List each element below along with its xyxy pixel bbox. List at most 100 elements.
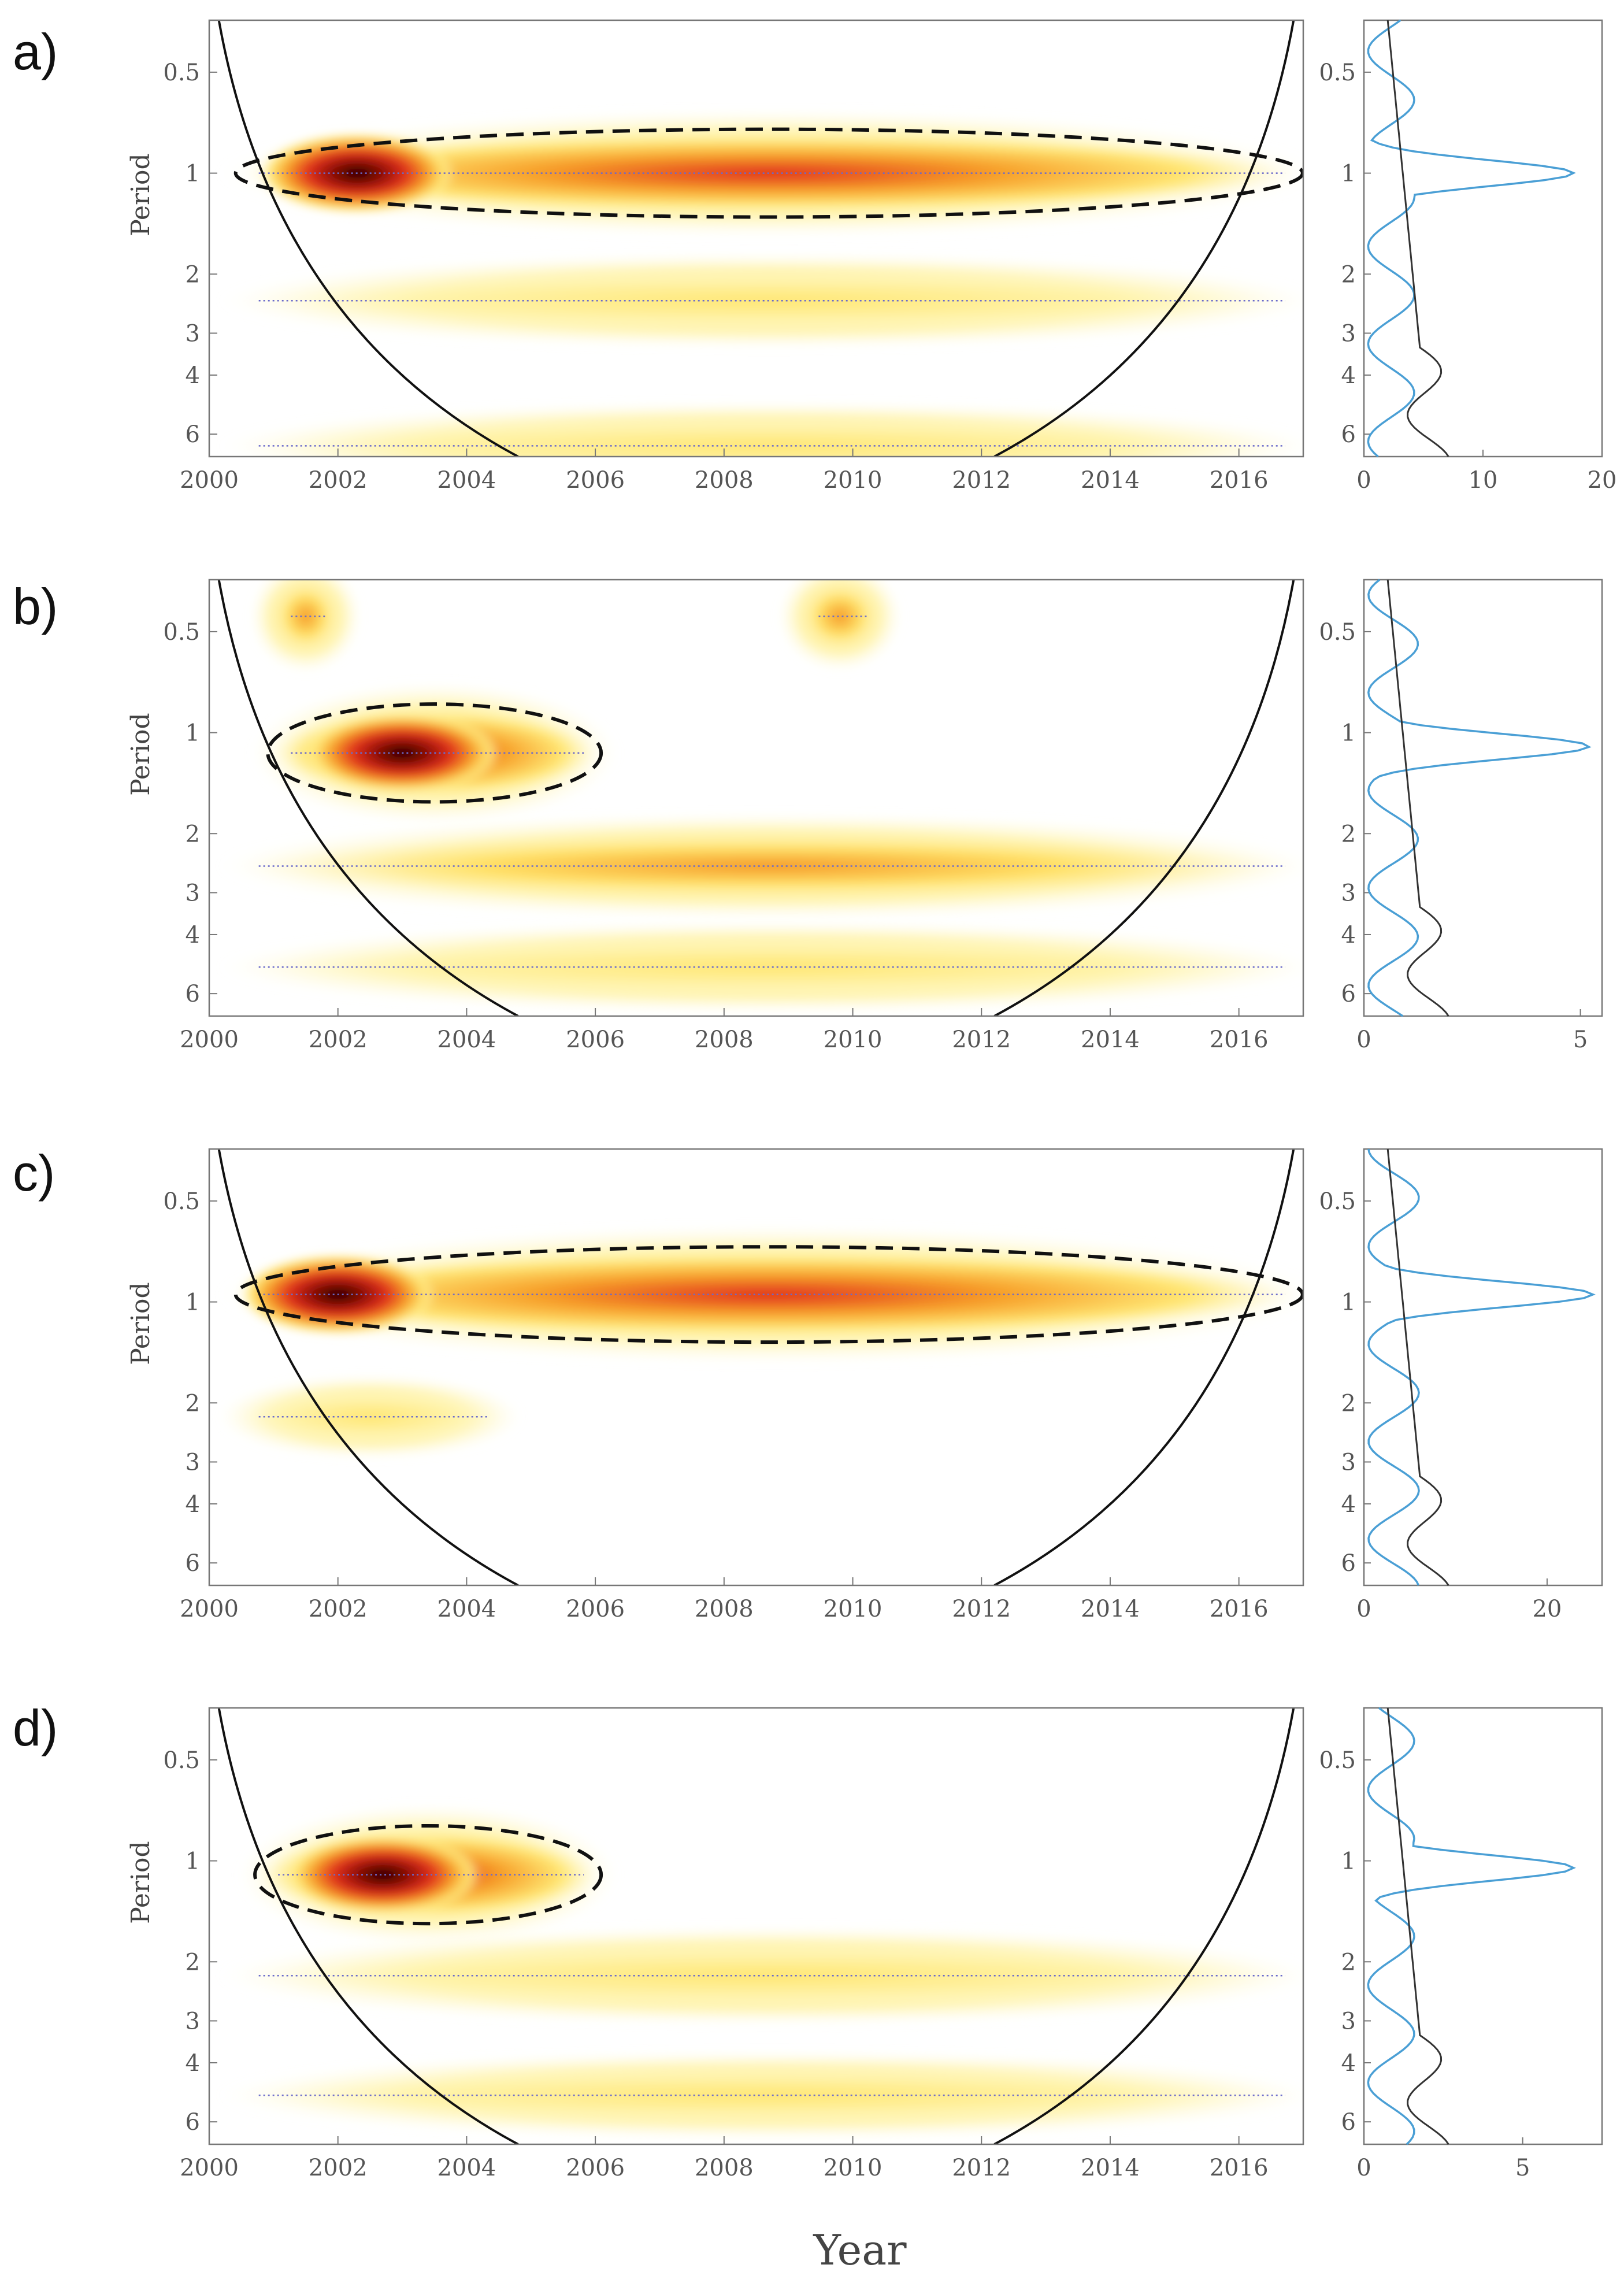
side-y-tick-label: 6 — [1341, 2109, 1356, 2136]
power-spectrum-map — [209, 20, 1303, 457]
y-tick-label: 1 — [186, 720, 200, 747]
x-tick-label: 2000 — [180, 2155, 239, 2181]
global-spectrum-panel: 0 10 20 — [1356, 19, 1616, 494]
side-axes-frame — [1363, 579, 1603, 1017]
global-spectrum-line — [1367, 1707, 1576, 2145]
cone-of-influence-left — [217, 580, 519, 1016]
side-x-tick-label: 10 — [1469, 467, 1498, 494]
x-tick-label: 2006 — [566, 2155, 625, 2181]
y-tick-label: 6 — [186, 1550, 200, 1577]
power-spectrum-map — [209, 1149, 1303, 1585]
side-y-tick-label: 2 — [1341, 821, 1356, 847]
global-spectrum-panel: 0 20 — [1356, 1148, 1603, 1622]
x-tick-label: 2016 — [1210, 1596, 1269, 1622]
side-x-tick-label: 5 — [1515, 2155, 1530, 2181]
power-band-3 — [218, 2051, 1303, 2139]
significance-line — [1386, 1148, 1449, 1586]
y-tick-label: 3 — [186, 1449, 200, 1476]
x-tick-label: 2014 — [1081, 1026, 1140, 1053]
x-tick-label: 2004 — [437, 2155, 496, 2181]
side-x-tick-label: 0 — [1356, 1596, 1371, 1622]
side-y-tick-label: 1 — [1341, 1289, 1356, 1316]
y-tick-label: 2 — [186, 261, 200, 288]
x-tick-label: 2010 — [824, 2155, 883, 2181]
side-y-tick-label: 0.5 — [1319, 1747, 1356, 1774]
x-tick-label: 2012 — [952, 1596, 1011, 1622]
x-tick-label: 2006 — [566, 1596, 625, 1622]
x-tick-label: 2004 — [437, 1026, 496, 1053]
y-tick-label: 2 — [186, 1390, 200, 1417]
panel-1: a) Period 0.5 0.5 1 1 2 2 3 3 4 4 6 6 2000 2002 2004 2006… — [13, 19, 1616, 494]
x-tick-label: 2002 — [309, 2155, 368, 2181]
cone-of-influence-left — [217, 1708, 519, 2144]
y-tick-label: 6 — [186, 981, 200, 1007]
side-y-tick-label: 3 — [1341, 320, 1356, 347]
x-tick-label: 2016 — [1210, 467, 1269, 494]
y-tick-label: 2 — [186, 821, 200, 847]
side-y-tick-label: 0.5 — [1319, 619, 1356, 646]
x-tick-label: 2010 — [824, 467, 883, 494]
cone-of-influence-right — [993, 1708, 1295, 2144]
side-y-tick-label: 1 — [1341, 161, 1356, 187]
side-y-tick-label: 0.5 — [1319, 1188, 1356, 1215]
side-y-tick-label: 2 — [1341, 1390, 1356, 1417]
panel-label: d) — [13, 1699, 58, 1756]
x-tick-label: 2004 — [437, 1596, 496, 1622]
x-tick-label: 2014 — [1081, 467, 1140, 494]
y-tick-label: 1 — [186, 161, 200, 187]
main-axes-frame — [208, 19, 1304, 458]
x-tick-label: 2002 — [309, 467, 368, 494]
global-spectrum-line — [1367, 579, 1592, 1017]
y-tick-label: 4 — [186, 1491, 200, 1518]
power-band-4 — [250, 580, 361, 673]
side-y-tick-label: 1 — [1341, 720, 1356, 747]
y-tick-label: 4 — [186, 362, 200, 389]
x-tick-label: 2012 — [952, 2155, 1011, 2181]
main-axes-frame — [208, 1707, 1304, 2145]
panel-label: b) — [13, 578, 58, 635]
side-x-tick-label: 5 — [1573, 1026, 1588, 1053]
significance-line — [1386, 1707, 1449, 2145]
side-x-tick-label: 20 — [1532, 1596, 1562, 1622]
y-tick-label: 3 — [186, 320, 200, 347]
x-tick-label: 2016 — [1210, 1026, 1269, 1053]
y-tick-label: 3 — [186, 880, 200, 906]
x-tick-label: 2008 — [695, 1596, 754, 1622]
y-axis-label: Period — [126, 713, 155, 795]
power-band-2 — [218, 253, 1303, 349]
x-tick-label: 2006 — [566, 467, 625, 494]
main-axes-frame — [208, 579, 1304, 1017]
power-band-1 — [238, 1803, 619, 1946]
side-y-tick-label: 1 — [1341, 1848, 1356, 1875]
cone-of-influence-right — [993, 1149, 1295, 1585]
x-tick-label: 2006 — [566, 1026, 625, 1053]
significance-contour — [266, 702, 603, 804]
y-tick-label: 0.5 — [163, 1747, 200, 1774]
x-tick-label: 2002 — [309, 1026, 368, 1053]
side-x-tick-label: 0 — [1356, 1026, 1371, 1053]
x-tick-label: 2008 — [695, 1026, 754, 1053]
side-y-tick-label: 3 — [1341, 2008, 1356, 2034]
global-spectrum-line — [1367, 1148, 1596, 1586]
y-axis-label: Period — [126, 153, 155, 236]
power-band-2 — [218, 1926, 1303, 2025]
x-tick-label: 2002 — [309, 1596, 368, 1622]
panel-label: a) — [13, 23, 58, 80]
panel-2: b) Period 0.5 0.5 1 1 2 2 3 3 4 4 6 6 2000 2002 2004 2006… — [13, 578, 1603, 1053]
cone-of-influence-left — [217, 20, 519, 457]
power-band-1 — [218, 109, 1303, 237]
power-band-2 — [218, 813, 1303, 919]
side-x-tick-label: 0 — [1356, 2155, 1371, 2181]
x-tick-label: 2012 — [952, 1026, 1011, 1053]
significance-line — [1386, 20, 1449, 457]
x-tick-label: 2010 — [824, 1596, 883, 1622]
power-spectrum-map — [209, 1708, 1303, 2144]
y-tick-label: 6 — [186, 2109, 200, 2136]
cone-of-influence-left — [217, 1149, 519, 1585]
x-tick-label: 2000 — [180, 1596, 239, 1622]
side-y-tick-label: 2 — [1341, 1949, 1356, 1976]
power-spectrum-map — [209, 580, 1303, 1016]
